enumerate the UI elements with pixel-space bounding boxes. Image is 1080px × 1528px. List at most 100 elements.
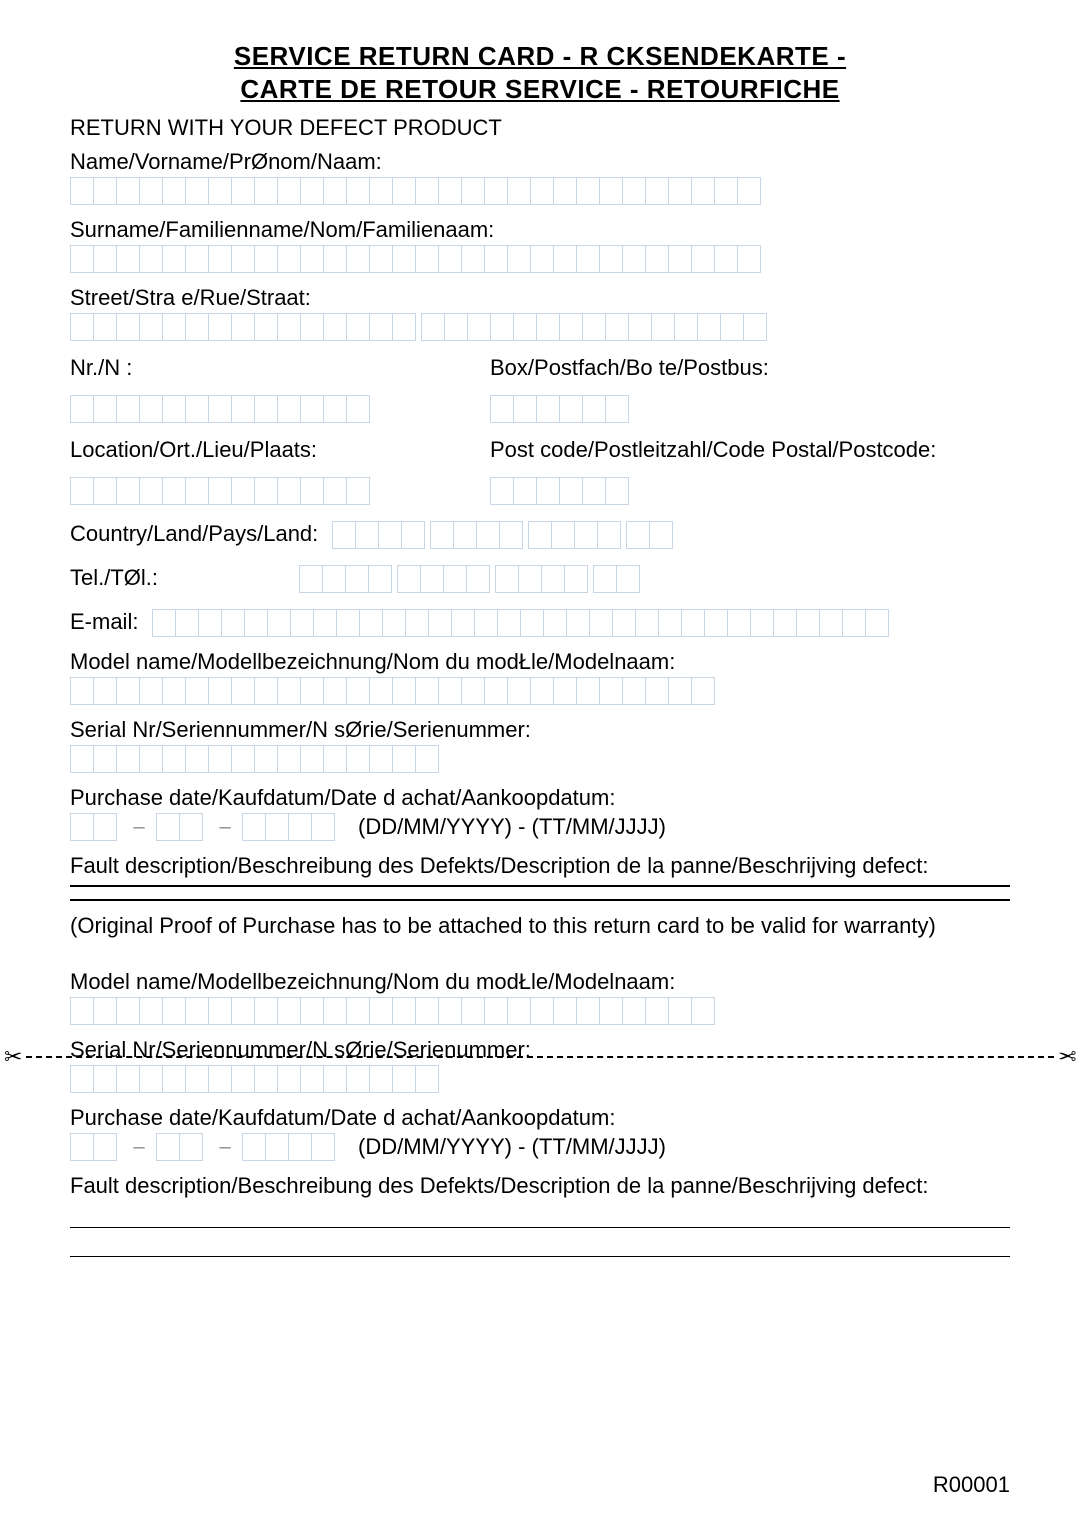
location-input-boxes[interactable] [70, 477, 430, 505]
input-cell[interactable] [528, 521, 552, 549]
input-cell[interactable] [530, 997, 554, 1025]
input-cell[interactable] [541, 565, 565, 593]
input-cell[interactable] [495, 565, 519, 593]
input-cell[interactable] [392, 177, 416, 205]
input-cell[interactable] [443, 565, 467, 593]
input-cell[interactable] [93, 395, 117, 423]
serial-input-boxes-2[interactable] [70, 1065, 1010, 1093]
input-cell[interactable] [559, 313, 583, 341]
input-cell[interactable] [430, 521, 454, 549]
input-cell[interactable] [162, 177, 186, 205]
input-cell[interactable] [254, 177, 278, 205]
input-cell[interactable] [461, 177, 485, 205]
input-cell[interactable] [185, 745, 209, 773]
input-cell[interactable] [559, 395, 583, 423]
input-cell[interactable] [622, 997, 646, 1025]
input-cell[interactable] [368, 565, 392, 593]
input-cell[interactable] [392, 997, 416, 1025]
input-cell[interactable] [645, 677, 669, 705]
input-cell[interactable] [231, 477, 255, 505]
input-cell[interactable] [323, 313, 347, 341]
input-cell[interactable] [518, 565, 542, 593]
input-cell[interactable] [277, 745, 301, 773]
input-cell[interactable] [369, 745, 393, 773]
input-cell[interactable] [507, 997, 531, 1025]
input-cell[interactable] [185, 997, 209, 1025]
input-cell[interactable] [507, 245, 531, 273]
input-cell[interactable] [162, 997, 186, 1025]
input-cell[interactable] [796, 609, 820, 637]
input-cell[interactable] [369, 1065, 393, 1093]
input-cell[interactable] [139, 745, 163, 773]
input-cell[interactable] [497, 609, 521, 637]
input-cell[interactable] [819, 609, 843, 637]
input-cell[interactable] [254, 745, 278, 773]
input-cell[interactable] [93, 813, 117, 841]
input-cell[interactable] [490, 477, 514, 505]
input-cell[interactable] [520, 609, 544, 637]
input-cell[interactable] [681, 609, 705, 637]
input-cell[interactable] [139, 1065, 163, 1093]
input-cell[interactable] [674, 313, 698, 341]
input-cell[interactable] [139, 997, 163, 1025]
input-cell[interactable] [300, 177, 324, 205]
input-cell[interactable] [116, 395, 140, 423]
input-cell[interactable] [564, 565, 588, 593]
input-cell[interactable] [599, 997, 623, 1025]
input-cell[interactable] [392, 677, 416, 705]
input-cell[interactable] [70, 1065, 94, 1093]
input-cell[interactable] [277, 477, 301, 505]
input-cell[interactable] [336, 609, 360, 637]
input-cell[interactable] [513, 395, 537, 423]
input-cell[interactable] [612, 609, 636, 637]
input-cell[interactable] [254, 997, 278, 1025]
input-cell[interactable] [332, 521, 356, 549]
input-cell[interactable] [300, 245, 324, 273]
input-cell[interactable] [392, 745, 416, 773]
input-cell[interactable] [323, 395, 347, 423]
country-input-boxes[interactable] [332, 521, 678, 549]
input-cell[interactable] [582, 477, 606, 505]
input-cell[interactable] [254, 477, 278, 505]
street-input-boxes[interactable] [70, 313, 1010, 341]
input-cell[interactable] [378, 521, 402, 549]
input-cell[interactable] [750, 609, 774, 637]
input-cell[interactable] [265, 813, 289, 841]
input-cell[interactable] [152, 609, 176, 637]
input-cell[interactable] [467, 313, 491, 341]
input-cell[interactable] [323, 177, 347, 205]
input-cell[interactable] [484, 177, 508, 205]
input-cell[interactable] [300, 395, 324, 423]
model-input-boxes-1[interactable] [70, 677, 1010, 705]
input-cell[interactable] [346, 177, 370, 205]
input-cell[interactable] [162, 245, 186, 273]
input-cell[interactable] [530, 677, 554, 705]
input-cell[interactable] [244, 609, 268, 637]
input-cell[interactable] [474, 609, 498, 637]
input-cell[interactable] [405, 609, 429, 637]
input-cell[interactable] [359, 609, 383, 637]
input-cell[interactable] [70, 395, 94, 423]
input-cell[interactable] [323, 997, 347, 1025]
input-cell[interactable] [714, 245, 738, 273]
input-cell[interactable] [346, 677, 370, 705]
input-cell[interactable] [277, 313, 301, 341]
input-cell[interactable] [704, 609, 728, 637]
input-cell[interactable] [415, 745, 439, 773]
input-cell[interactable] [116, 177, 140, 205]
input-cell[interactable] [93, 477, 117, 505]
input-cell[interactable] [70, 677, 94, 705]
input-cell[interactable] [369, 313, 393, 341]
nr-input-boxes[interactable] [70, 395, 430, 423]
input-cell[interactable] [649, 521, 673, 549]
input-cell[interactable] [576, 997, 600, 1025]
input-cell[interactable] [697, 313, 721, 341]
input-cell[interactable] [93, 745, 117, 773]
input-cell[interactable] [397, 565, 421, 593]
input-cell[interactable] [93, 677, 117, 705]
input-cell[interactable] [231, 313, 255, 341]
input-cell[interactable] [139, 677, 163, 705]
input-cell[interactable] [208, 1065, 232, 1093]
input-cell[interactable] [720, 313, 744, 341]
input-cell[interactable] [116, 997, 140, 1025]
